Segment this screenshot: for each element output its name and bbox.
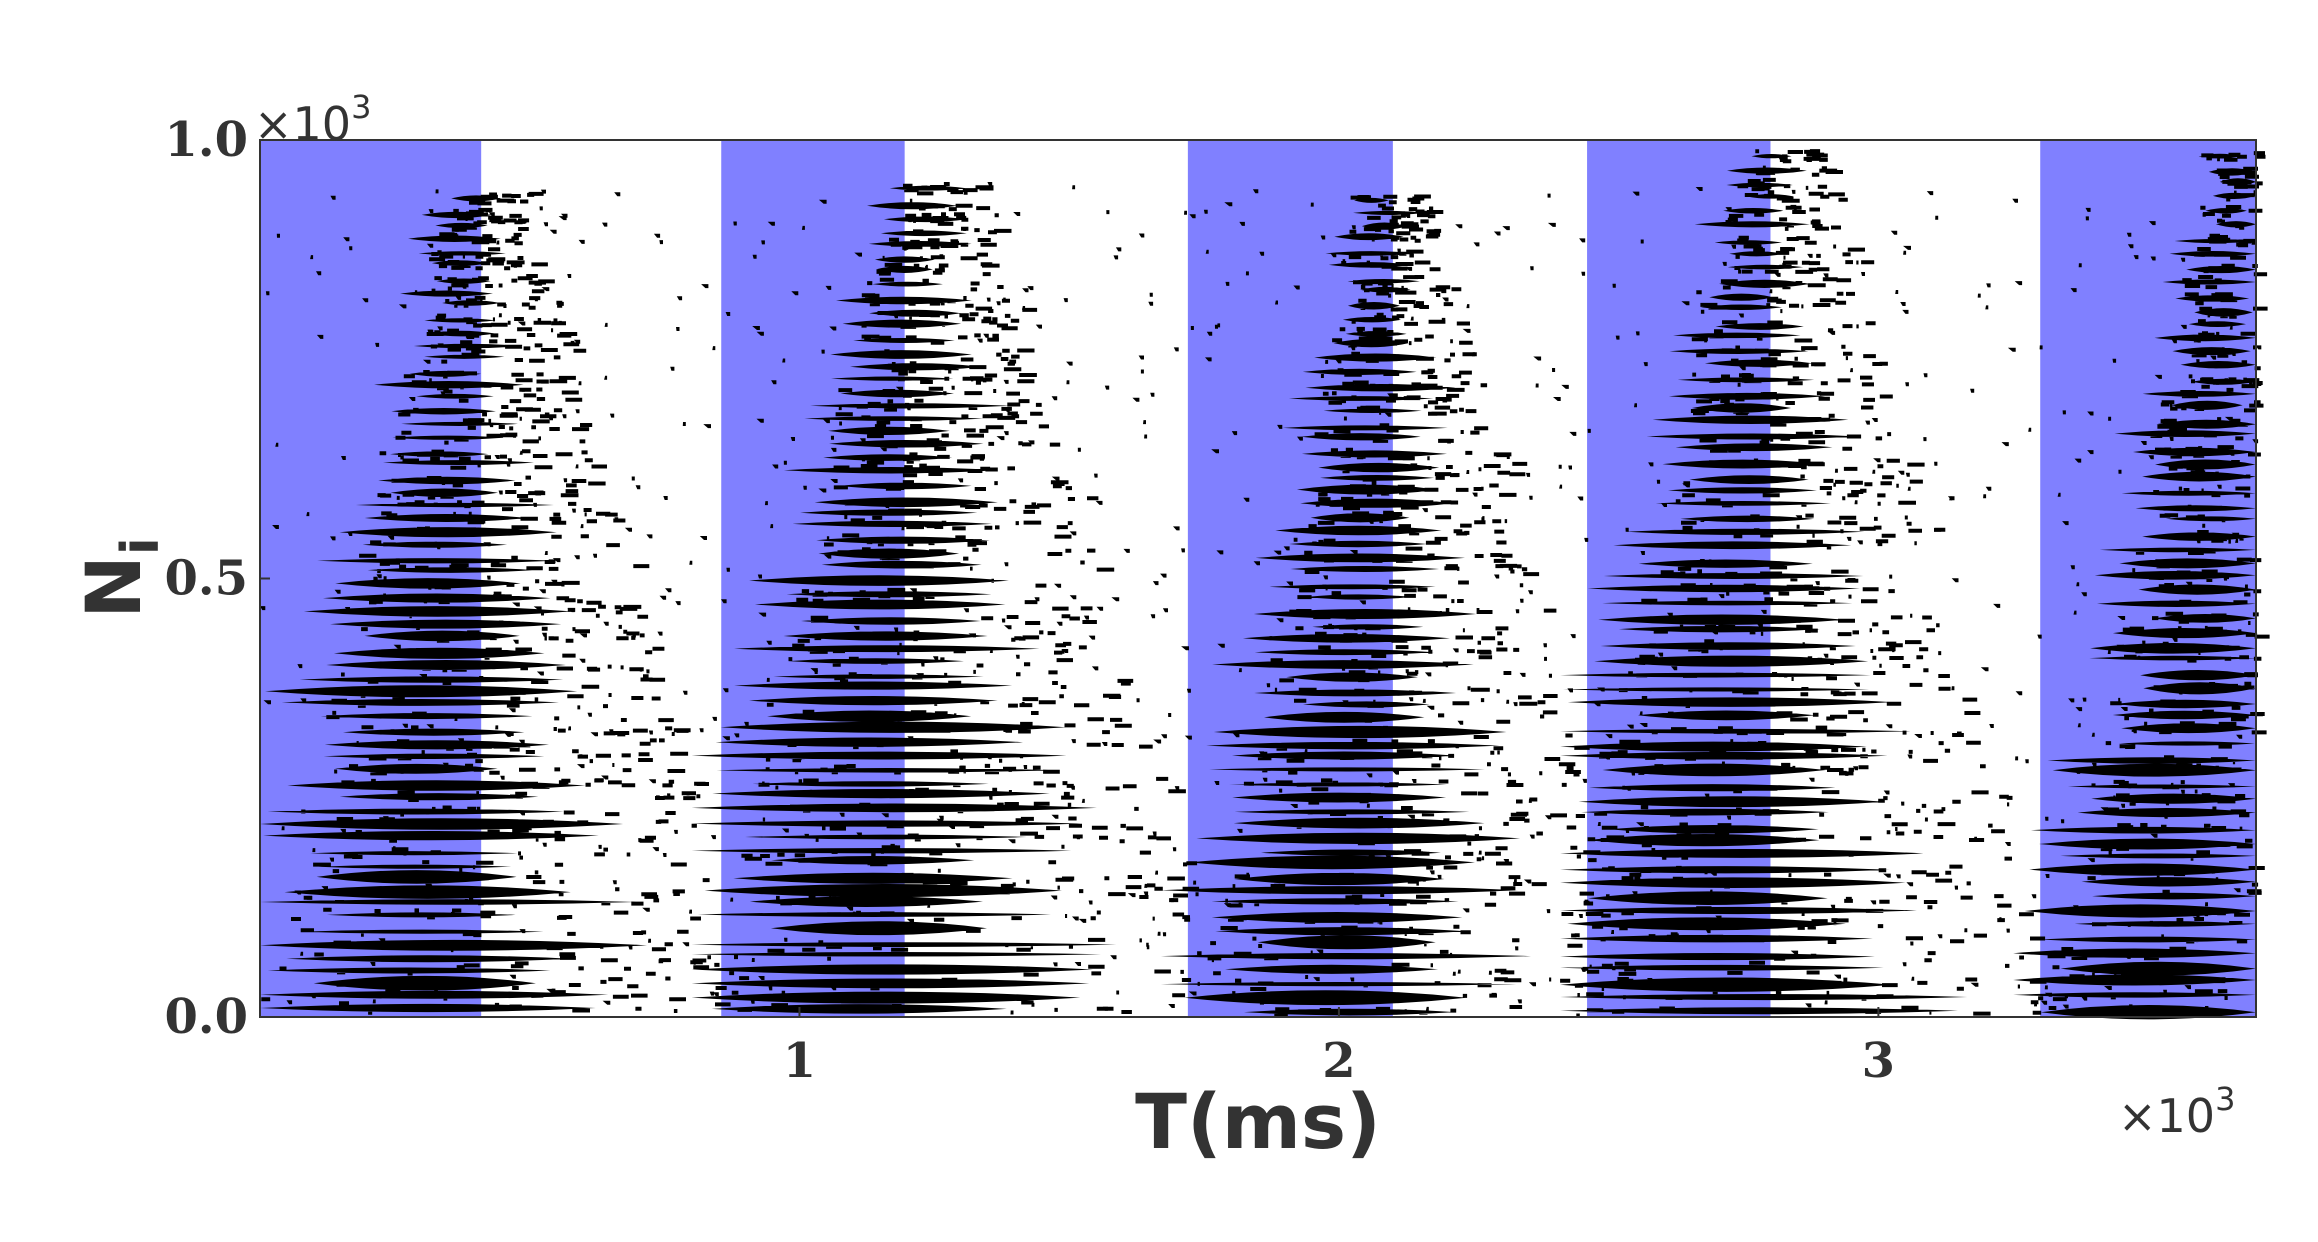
stimulus-band-3 [1187,140,1393,1017]
y-tick-label: 0.5 [164,551,248,607]
x-axis-ticks: 1 2 3 [783,1007,1895,1089]
spike-cluster [804,182,1637,1018]
x-axis-label: T(ms) [1135,1077,1381,1166]
y-axis-label: Ni [69,537,171,618]
y-multiplier-exp: 3 [351,88,371,126]
x-tick-label: 2 [1322,1033,1355,1089]
y-axis-label-group: Ni [69,537,171,618]
spike-cluster [1560,204,1978,702]
y-tick-label: 1.0 [164,112,248,168]
spike-cluster [691,463,1200,922]
spike-cluster [1726,149,2270,1020]
spike-cluster [1206,336,1625,843]
y-multiplier: ×103 [254,88,371,151]
y-axis-label-subscript: i [111,537,171,555]
y-axis-ticks: 0.0 0.5 1.0 [164,112,270,1045]
spike-points [260,149,2270,1020]
y-tick-label: 0.0 [164,989,248,1045]
spike-cluster [260,558,752,1015]
x-tick-label: 1 [783,1033,816,1089]
x-multiplier: ×103 [2118,1080,2235,1143]
x-tick-label: 3 [1862,1033,1895,1089]
spike-cluster [1325,194,2067,1016]
x-multiplier-exp: 3 [2215,1080,2235,1118]
